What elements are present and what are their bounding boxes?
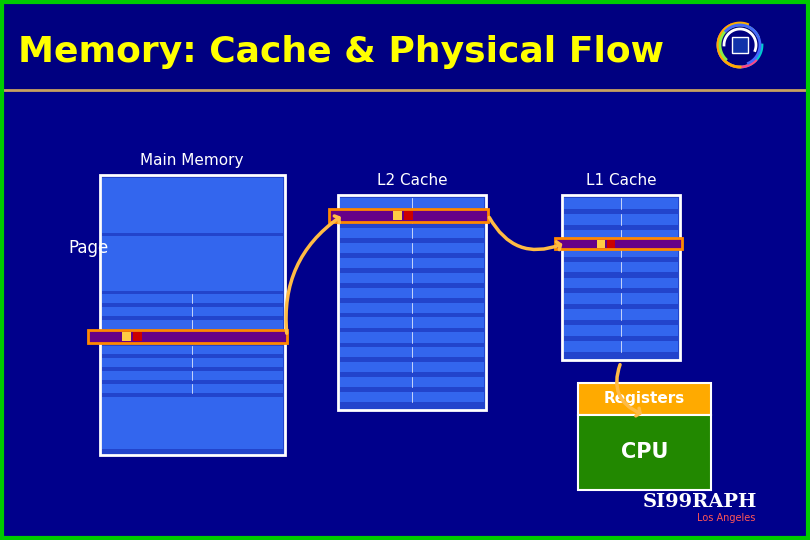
Bar xyxy=(340,288,484,298)
Bar xyxy=(562,195,680,360)
Bar xyxy=(340,392,484,402)
Bar xyxy=(564,198,678,209)
Bar xyxy=(340,347,484,357)
Bar xyxy=(340,377,484,387)
Bar xyxy=(102,384,283,393)
Bar xyxy=(564,309,678,320)
Bar xyxy=(102,359,283,367)
Bar xyxy=(555,238,682,249)
Bar xyxy=(340,198,484,208)
Bar xyxy=(102,333,283,341)
Bar xyxy=(0,0,810,90)
Bar xyxy=(564,325,678,336)
Bar xyxy=(340,318,484,328)
Bar xyxy=(340,273,484,283)
Bar xyxy=(102,307,283,315)
Bar xyxy=(564,261,678,272)
Bar xyxy=(88,329,287,342)
Bar xyxy=(340,243,484,253)
Bar xyxy=(340,332,484,342)
Bar xyxy=(102,178,283,233)
Bar xyxy=(102,372,283,380)
Bar xyxy=(597,240,605,248)
Bar xyxy=(340,362,484,373)
Bar xyxy=(607,240,615,248)
Text: Main Memory: Main Memory xyxy=(140,153,244,168)
Bar xyxy=(578,415,711,490)
Bar xyxy=(329,208,488,221)
Bar xyxy=(564,341,678,352)
Text: CPU: CPU xyxy=(620,442,668,462)
Bar xyxy=(340,258,484,268)
Bar xyxy=(564,278,678,288)
Bar xyxy=(578,383,711,415)
Text: SI99RAPH: SI99RAPH xyxy=(643,493,757,511)
Bar xyxy=(102,397,283,449)
Bar xyxy=(122,332,131,341)
Text: L1 Cache: L1 Cache xyxy=(586,173,656,188)
Bar xyxy=(102,294,283,303)
Bar xyxy=(100,175,285,455)
Bar xyxy=(102,320,283,328)
Text: Page: Page xyxy=(68,239,109,257)
Bar xyxy=(133,332,142,341)
Text: L2 Cache: L2 Cache xyxy=(377,173,447,188)
Text: Los Angeles: Los Angeles xyxy=(697,513,755,523)
Bar xyxy=(732,37,748,53)
Bar xyxy=(102,346,283,354)
Bar xyxy=(340,228,484,238)
Bar xyxy=(340,213,484,223)
Bar xyxy=(564,246,678,256)
Bar xyxy=(393,211,402,220)
Bar xyxy=(404,211,413,220)
Bar xyxy=(564,214,678,225)
Text: Memory: Cache & Physical Flow: Memory: Cache & Physical Flow xyxy=(18,35,664,69)
Bar xyxy=(102,236,283,291)
Bar xyxy=(340,302,484,313)
Text: Registers: Registers xyxy=(604,392,685,407)
Bar xyxy=(338,195,486,410)
Bar xyxy=(564,230,678,241)
Bar xyxy=(564,293,678,304)
